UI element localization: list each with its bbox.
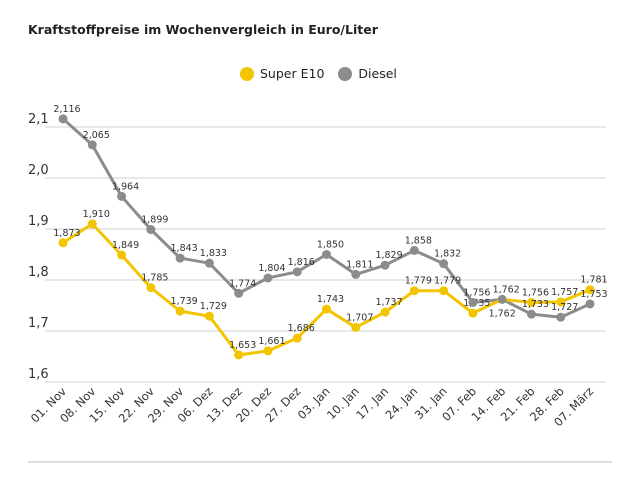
data-label: 1,858: [405, 235, 432, 246]
y-tick-label: 1,9: [28, 214, 49, 229]
data-label: 1,737: [375, 297, 402, 308]
data-point: [585, 285, 595, 295]
y-tick-label: 1,6: [28, 367, 49, 382]
data-label: 1,733: [522, 299, 549, 310]
data-label: 1,811: [346, 259, 373, 270]
data-point: [322, 304, 331, 314]
data-point: [292, 267, 302, 277]
data-point: [468, 297, 478, 307]
data-label: 1,779: [405, 276, 432, 287]
data-point: [322, 250, 331, 259]
data-point: [556, 312, 566, 322]
data-point: [468, 308, 478, 318]
data-label: 1,829: [375, 250, 402, 261]
data-point: [146, 283, 156, 293]
legend-label-e10: Super E10: [260, 66, 325, 81]
data-point: [117, 250, 127, 260]
legend-swatch-e10: [240, 66, 254, 81]
data-point: [556, 297, 566, 307]
data-label: 1,757: [551, 287, 578, 298]
data-label: 1,964: [112, 181, 139, 192]
data-point: [234, 350, 244, 360]
data-point: [146, 225, 156, 235]
data-label: 1,756: [463, 287, 490, 298]
data-label: 1,707: [346, 312, 373, 323]
data-label: 1,785: [141, 273, 168, 284]
data-label: 1,804: [258, 263, 285, 274]
data-point: [87, 140, 97, 150]
data-point: [439, 286, 449, 296]
legend: Super E10 Diesel: [240, 66, 411, 81]
data-point: [263, 346, 273, 356]
data-label: 1,873: [53, 228, 80, 239]
legend-item-diesel: Diesel: [338, 66, 397, 81]
data-point: [380, 307, 390, 317]
data-point: [585, 299, 595, 309]
data-point: [380, 260, 390, 270]
data-point: [526, 309, 536, 319]
y-tick-label: 2,0: [28, 163, 49, 178]
data-point: [58, 238, 68, 248]
data-label: 2,065: [83, 130, 110, 141]
data-label: 1,774: [229, 278, 256, 289]
data-label: 1,779: [434, 276, 461, 287]
data-label: 1,762: [489, 308, 516, 319]
data-label: 1,849: [112, 240, 139, 251]
data-point: [117, 191, 127, 201]
data-label: 1,743: [317, 294, 344, 305]
legend-label-diesel: Diesel: [358, 66, 397, 81]
data-point: [87, 219, 97, 229]
data-point: [409, 245, 419, 255]
y-tick-label: 1,8: [28, 265, 49, 280]
data-point: [292, 333, 302, 343]
y-tick-label: 2,1: [28, 112, 49, 127]
data-label: 1,756: [522, 287, 549, 298]
data-label: 1,686: [288, 323, 315, 334]
data-point: [175, 253, 185, 263]
data-label: 2,116: [53, 104, 80, 115]
data-point: [234, 288, 244, 298]
data-point: [526, 297, 536, 307]
legend-swatch-diesel: [338, 66, 353, 81]
data-label: 1,727: [551, 302, 578, 313]
data-point: [351, 269, 361, 279]
legend-item-e10: Super E10: [240, 66, 324, 81]
data-label: 1,850: [317, 240, 344, 251]
data-label: 1,843: [171, 243, 198, 254]
data-point: [263, 273, 273, 283]
data-point: [58, 114, 68, 124]
data-label: 1,781: [580, 275, 607, 286]
data-label: 1,832: [434, 249, 461, 260]
data-point: [175, 306, 185, 316]
y-tick-label: 1,7: [28, 316, 49, 331]
data-label: 1,833: [200, 248, 227, 259]
data-point: [204, 258, 214, 268]
data-point: [439, 259, 449, 269]
data-point: [409, 286, 419, 296]
data-label: 1,729: [200, 301, 227, 312]
data-label: 1,753: [580, 289, 607, 300]
data-label: 1,661: [258, 336, 285, 347]
data-label: 1,816: [288, 257, 315, 268]
data-label: 1,739: [171, 296, 198, 307]
data-label: 1,762: [493, 284, 520, 295]
data-point: [204, 311, 214, 321]
chart-title: Kraftstoffpreise im Wochenvergleich in E…: [28, 22, 378, 37]
data-label: 1,653: [229, 340, 256, 351]
data-label: 1,899: [141, 215, 168, 226]
data-label: 1,910: [83, 209, 110, 220]
data-point: [497, 294, 507, 304]
data-point: [351, 322, 361, 332]
